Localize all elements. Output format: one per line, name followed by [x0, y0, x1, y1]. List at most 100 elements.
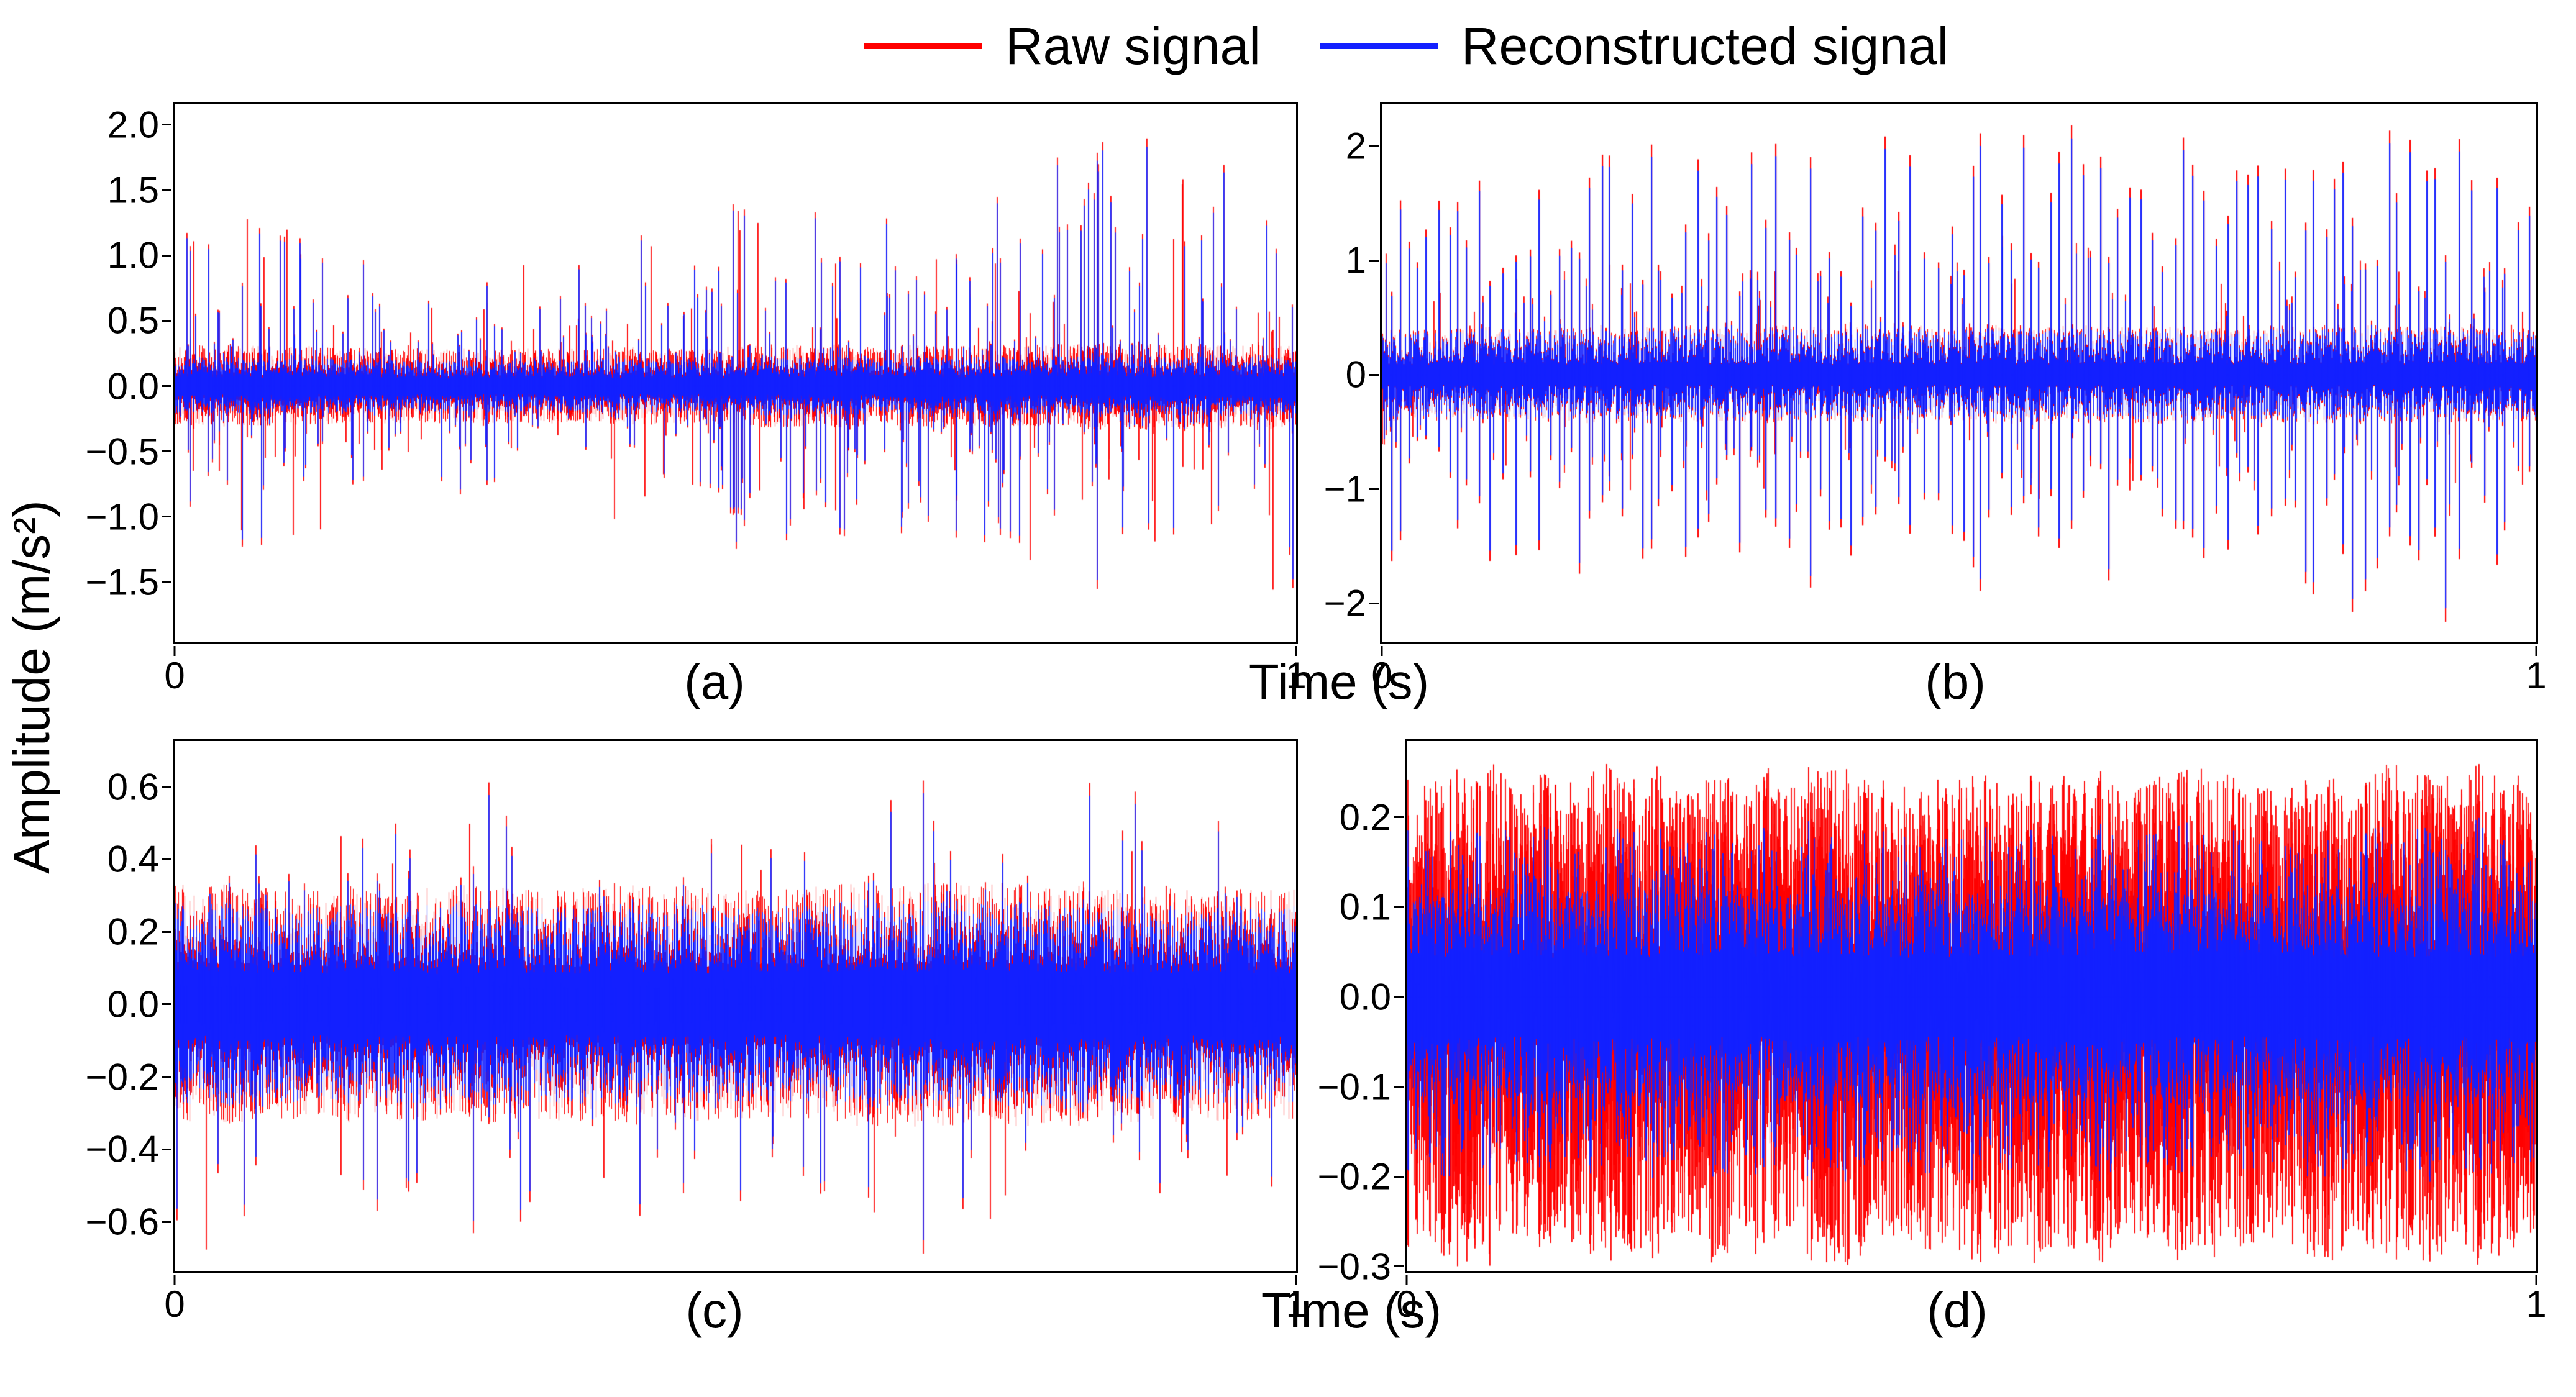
reconstructed-signal-line-swatch	[1319, 43, 1438, 49]
y-tick-mark	[162, 858, 171, 860]
panel-d-waveform-canvas	[1407, 741, 2536, 1271]
panel-c-caption: (c)	[685, 1283, 744, 1338]
row2-captions: (c) Time (s) (d)	[0, 1282, 2576, 1344]
y-tick-label: 2	[1345, 125, 1366, 167]
y-tick-label: −0.4	[85, 1128, 159, 1170]
y-tick-label: 0.2	[107, 911, 159, 953]
y-tick-mark	[1394, 816, 1404, 819]
y-tick-label: −0.6	[85, 1201, 159, 1243]
x-tick-mark	[1381, 646, 1383, 656]
y-tick-mark	[162, 1148, 171, 1150]
y-tick-label: 2.0	[107, 104, 159, 146]
panel-b-y-ticks: 2 1 0 −1 −2	[1236, 102, 1366, 644]
y-tick-mark	[162, 319, 171, 322]
panel-d-y-ticks: 0.2 0.1 0.0 −0.1 −0.2 −0.3	[1261, 739, 1391, 1287]
y-tick-mark	[1394, 1175, 1404, 1178]
legend-item-reconstructed: Reconstructed signal	[1319, 16, 1949, 76]
panel-d-caption: (d)	[1927, 1283, 1988, 1338]
y-tick-mark	[1394, 1265, 1404, 1268]
panel-d-plot-area	[1405, 739, 2538, 1273]
panel-a-y-ticks: 2.0 1.5 1.0 0.5 0.0 −0.5 −1.0 −1.5	[29, 102, 159, 644]
panel-a-caption: (a)	[684, 654, 745, 709]
y-tick-label: −1.5	[85, 561, 159, 603]
y-tick-label: 0	[1345, 353, 1366, 396]
row1-captions: (a) Time (s) (b)	[0, 653, 2576, 716]
y-tick-label: 0.1	[1339, 886, 1391, 928]
y-tick-label: −0.3	[1317, 1245, 1391, 1288]
y-tick-label: −0.2	[1317, 1155, 1391, 1198]
x-tick-label: 0	[164, 1283, 185, 1325]
panel-c-plot-area	[173, 739, 1298, 1273]
x-tick-label: 1	[1286, 1283, 1307, 1325]
y-tick-label: 1.5	[107, 169, 159, 211]
x-tick-label: 1	[2526, 1283, 2547, 1325]
panel-a-plot-area	[173, 102, 1298, 644]
y-tick-mark	[1369, 602, 1379, 604]
y-tick-label: 0.6	[107, 766, 159, 808]
panel-c-y-ticks: 0.6 0.4 0.2 0.0 −0.2 −0.4 −0.6	[29, 739, 159, 1273]
reconstructed-signal-label: Reconstructed signal	[1461, 17, 1949, 75]
panel-c-waveform-canvas	[175, 741, 1296, 1271]
y-tick-label: 1	[1345, 239, 1366, 281]
y-tick-mark	[162, 516, 171, 518]
x-tick-label: 1	[2526, 655, 2547, 696]
x-tick-label: 0	[1396, 1283, 1417, 1325]
x-tick-mark	[1405, 1275, 1408, 1285]
x-tick-mark	[173, 646, 176, 656]
y-tick-label: −0.1	[1317, 1066, 1391, 1108]
y-tick-label: −2	[1323, 582, 1366, 624]
x-tick-label: 1	[1286, 655, 1307, 696]
y-tick-mark	[162, 931, 171, 933]
y-tick-mark	[162, 1076, 171, 1078]
y-tick-label: −0.5	[85, 430, 159, 473]
y-tick-mark	[162, 450, 171, 453]
y-tick-mark	[162, 1221, 171, 1223]
y-tick-label: 0.0	[1339, 976, 1391, 1018]
x-tick-mark	[1295, 646, 1297, 656]
x-tick-label: 0	[1371, 655, 1392, 696]
x-axis-label-row2: Time (s)	[1261, 1283, 1442, 1338]
y-tick-label: −1.0	[85, 496, 159, 538]
panel-b-waveform-canvas	[1382, 104, 2536, 642]
panel-b-plot-area	[1380, 102, 2538, 644]
y-tick-label: −1	[1323, 468, 1366, 510]
y-tick-label: −0.2	[85, 1056, 159, 1098]
panel-a-waveform-canvas	[175, 104, 1296, 642]
y-tick-mark	[1369, 259, 1379, 262]
y-tick-mark	[162, 786, 171, 788]
y-tick-label: 0.5	[107, 299, 159, 342]
y-tick-mark	[1394, 996, 1404, 998]
y-tick-mark	[1369, 373, 1379, 376]
raw-signal-line-swatch	[864, 43, 982, 49]
x-tick-mark	[2535, 1275, 2537, 1285]
x-tick-mark	[1295, 1275, 1297, 1285]
y-tick-label: 0.0	[107, 365, 159, 407]
panel-b-caption: (b)	[1925, 654, 1986, 709]
y-tick-mark	[162, 385, 171, 388]
x-tick-mark	[173, 1275, 176, 1285]
y-tick-label: 0.0	[107, 983, 159, 1026]
y-tick-label: 1.0	[107, 234, 159, 276]
raw-signal-label: Raw signal	[1005, 17, 1261, 75]
legend-item-raw: Raw signal	[864, 16, 1261, 76]
x-axis-label-row1: Time (s)	[1248, 654, 1430, 709]
y-tick-mark	[162, 581, 171, 583]
y-tick-mark	[1369, 145, 1379, 147]
y-tick-mark	[1394, 906, 1404, 908]
y-tick-mark	[1394, 1086, 1404, 1088]
y-tick-mark	[162, 254, 171, 257]
x-tick-mark	[2535, 646, 2537, 656]
y-tick-mark	[1369, 488, 1379, 490]
y-tick-mark	[162, 124, 171, 126]
y-tick-label: 0.4	[107, 838, 159, 880]
y-tick-mark	[162, 1003, 171, 1006]
